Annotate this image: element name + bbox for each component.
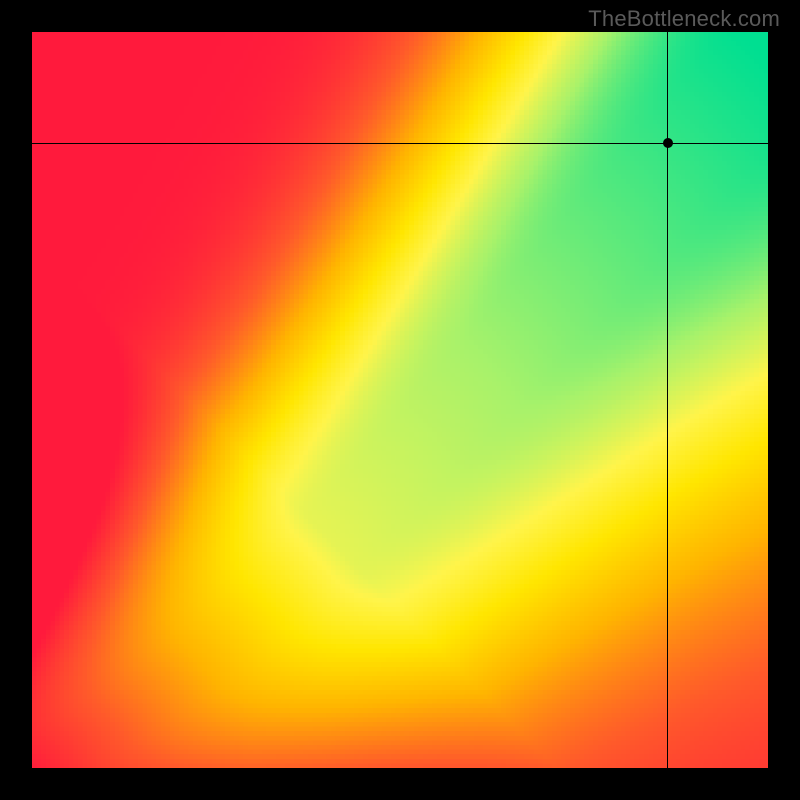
crosshair-horizontal: [32, 143, 768, 144]
watermark-text: TheBottleneck.com: [588, 6, 780, 32]
crosshair-point[interactable]: [663, 138, 673, 148]
